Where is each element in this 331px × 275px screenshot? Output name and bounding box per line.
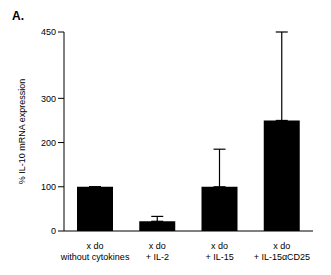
- svg-text:x dowithout cytokines: x dowithout cytokines: [60, 241, 130, 262]
- svg-text:x do+ IL-15αCD25: x do+ IL-15αCD25: [254, 241, 310, 262]
- svg-text:% IL-10 mRNA expression: % IL-10 mRNA expression: [17, 79, 27, 185]
- html-text:A.: A.: [12, 9, 24, 23]
- svg-text:450: 450: [41, 27, 56, 37]
- svg-text:0: 0: [51, 226, 56, 236]
- svg-text:100: 100: [41, 182, 56, 192]
- svg-text:x do+ IL-15: x do+ IL-15: [205, 241, 233, 262]
- svg-text:300: 300: [41, 94, 56, 104]
- svg-text:200: 200: [41, 138, 56, 148]
- svg-text:x do+ IL-2: x do+ IL-2: [146, 241, 169, 262]
